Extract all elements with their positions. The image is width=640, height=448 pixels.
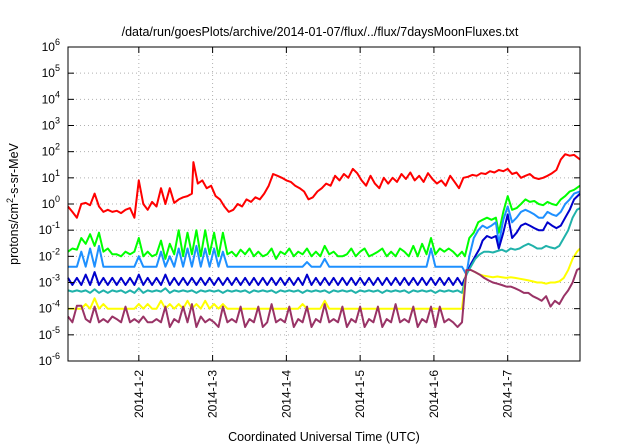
x-tick-label: 2014-1-6: [427, 370, 441, 418]
y-tick-exponent: 1: [55, 168, 60, 178]
series-lines: [67, 153, 581, 328]
y-axis-label-main: protons/cm: [7, 203, 21, 265]
y-tick-base: 10: [39, 249, 53, 263]
y-tick-exponent: 4: [55, 89, 60, 99]
y-tick-exponent: -2: [52, 246, 60, 256]
y-tick-base: 10: [39, 223, 53, 237]
y-tick-label: 101: [42, 168, 60, 185]
x-axis-label: Coordinated Universal Time (UTC): [228, 430, 420, 444]
y-tick-label: 102: [42, 142, 60, 159]
y-tick-label: 10-3: [39, 273, 60, 290]
y-tick-base: 10: [42, 40, 56, 54]
x-tick-label: 2014-1-4: [279, 370, 293, 418]
chart-title: /data/run/goesPlots/archive/2014-01-07/f…: [122, 25, 519, 39]
y-tick-base: 10: [39, 302, 53, 316]
y-tick-base: 10: [42, 145, 56, 159]
series-line-3: [68, 190, 581, 276]
series-line-7: [67, 267, 581, 328]
x-tick-label: 2014-1-7: [501, 370, 515, 418]
y-tick-base: 10: [39, 276, 53, 290]
y-tick-label: 103: [42, 116, 60, 133]
y-tick-label: 104: [42, 89, 60, 106]
y-tick-base: 10: [39, 354, 53, 368]
grid-lines: [68, 47, 580, 361]
y-tick-label: 10-1: [39, 220, 60, 237]
y-tick-base: 10: [42, 66, 56, 80]
y-tick-exponent: 3: [55, 116, 60, 126]
y-tick-exponent: -5: [52, 325, 60, 335]
y-tick-label: 10-2: [39, 246, 60, 263]
y-tick-exponent: -3: [52, 273, 60, 283]
y-tick-base: 10: [42, 92, 56, 106]
series-line-1: [67, 153, 581, 219]
y-axis-label: protons/cm2-s-sr-MeV: [5, 142, 21, 264]
y-tick-label: 106: [42, 37, 60, 54]
y-tick-base: 10: [39, 328, 53, 342]
y-tick-label: 10-5: [39, 325, 60, 342]
y-tick-exponent: 6: [55, 37, 60, 47]
y-tick-exponent: -4: [52, 299, 60, 309]
y-tick-exponent: -6: [52, 351, 60, 361]
y-tick-exponent: -1: [52, 220, 60, 230]
series-line-6: [68, 247, 581, 310]
y-tick-base: 10: [42, 119, 56, 133]
y-tick-exponent: 0: [55, 194, 60, 204]
y-tick-label: 10-4: [39, 299, 60, 316]
y-tick-base: 10: [42, 197, 56, 211]
x-tick-label: 2014-1-2: [132, 370, 146, 418]
axis-ticks: 10-610-510-410-310-210-11001011021031041…: [39, 37, 580, 418]
y-tick-label: 10-6: [39, 351, 60, 368]
y-tick-label: 100: [42, 194, 60, 211]
y-axis-label-rest: -s-sr-MeV: [7, 142, 21, 198]
x-tick-label: 2014-1-3: [206, 370, 220, 418]
y-tick-exponent: 5: [55, 63, 60, 73]
series-line-2: [67, 184, 581, 260]
y-tick-base: 10: [42, 171, 56, 185]
y-axis-label-sup: 2: [5, 198, 15, 203]
series-line-4: [67, 192, 581, 286]
y-tick-exponent: 2: [55, 142, 60, 152]
y-tick-label: 105: [42, 63, 60, 80]
x-tick-label: 2014-1-5: [353, 370, 367, 418]
series-line-5: [67, 207, 581, 294]
